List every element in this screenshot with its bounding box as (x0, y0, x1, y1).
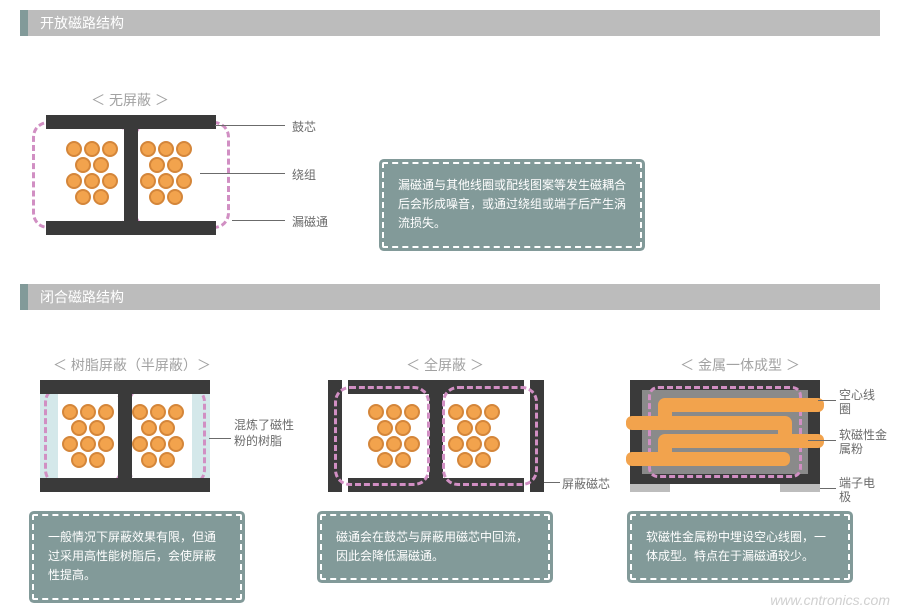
label-powder: 软磁性金属粉 (839, 428, 889, 457)
electrode-r (780, 484, 820, 492)
subtitle-metal: ＜ 金属一体成型 ＞ (660, 355, 820, 375)
leader-resin (209, 438, 231, 439)
leader-aircoil (818, 400, 836, 401)
label-core: 鼓芯 (292, 118, 316, 135)
infobox-resin: 一般情况下屏蔽效果有限，但通过采用高性能树脂后，会使屏蔽性提高。 (32, 514, 242, 600)
label-winding: 绕组 (292, 166, 316, 183)
electrode-l (630, 484, 670, 492)
diagram-metal (630, 380, 820, 492)
header-title-open: 开放磁路结构 (28, 10, 880, 36)
infobox-full: 磁通会在鼓芯与屏蔽用磁芯中回流，因此会降低漏磁通。 (320, 514, 550, 580)
subtitle-noshield: ＜ 无屏蔽 ＞ (40, 90, 220, 110)
subtitle-resin: ＜ 树脂屏蔽（半屏蔽）＞ (32, 355, 232, 375)
core-bot (46, 221, 216, 235)
leader-electrode (820, 488, 836, 489)
diagram-full (328, 380, 544, 492)
leader-core (215, 125, 285, 126)
infobox-open: 漏磁通与其他线圈或配线图案等发生磁耦合后会形成噪音，或通过绕组或端子后产生涡流损… (382, 162, 642, 248)
label-shield: 屏蔽磁芯 (562, 475, 610, 492)
header-title-closed: 闭合磁路结构 (28, 284, 880, 310)
diagram-noshield (46, 115, 216, 235)
header-closed: 闭合磁路结构 (20, 284, 880, 310)
watermark: www.cntronics.com (770, 592, 890, 608)
leader-shield (544, 482, 560, 483)
header-accent (20, 10, 28, 36)
infobox-metal: 软磁性金属粉中埋设空心线圈，一体成型。特点在于漏磁通较少。 (630, 514, 850, 580)
leader-flux (232, 220, 285, 221)
subtitle-full: ＜ 全屏蔽 ＞ (380, 355, 510, 375)
core-top (46, 115, 216, 129)
label-flux: 漏磁通 (292, 213, 328, 230)
header-accent2 (20, 284, 28, 310)
leader-powder (808, 440, 836, 441)
label-resin: 混炼了磁性粉的树脂 (234, 418, 294, 449)
flux-resin-l (44, 386, 122, 486)
label-electrode: 端子电极 (839, 476, 879, 505)
header-open: 开放磁路结构 (20, 10, 880, 36)
label-aircoil: 空心线圈 (839, 388, 879, 417)
diagram-resin (40, 380, 210, 492)
leader-winding (200, 173, 285, 174)
core-center (124, 129, 138, 221)
